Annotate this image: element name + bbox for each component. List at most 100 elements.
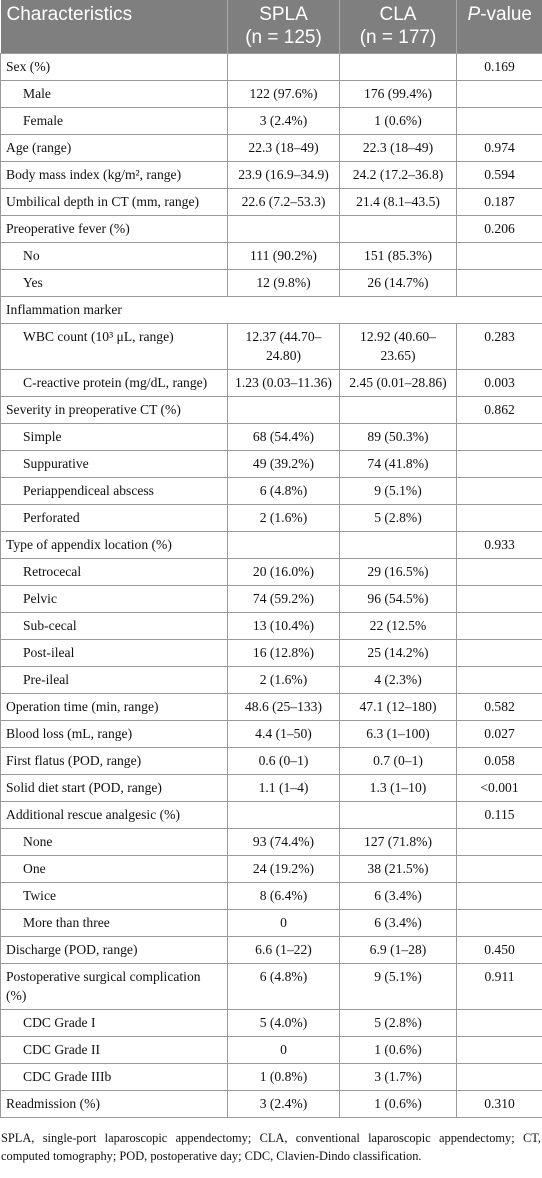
row-label: Periappendiceal abscess	[0, 477, 228, 505]
table-row: Yes 12 (9.8%) 26 (14.7%)	[0, 269, 542, 297]
table-row: Type of appendix location (%) 0.933	[0, 531, 542, 559]
row-label: CDC Grade I	[0, 1009, 228, 1037]
cell-cla: 6 (3.4%)	[339, 909, 457, 937]
cell-cla: 2.45 (0.01–28.86)	[339, 369, 457, 397]
cell-p-value	[456, 855, 542, 883]
cell-p-value: 0.027	[456, 720, 542, 748]
cell-spla	[227, 53, 340, 81]
row-label: Body mass index (kg/m², range)	[0, 161, 228, 189]
cell-cla: 5 (2.8%)	[339, 504, 457, 532]
table-row: Pelvic 74 (59.2%) 96 (54.5%)	[0, 585, 542, 613]
table-row: Post-ileal 16 (12.8%) 25 (14.2%)	[0, 639, 542, 667]
table-header: Characteristics SPLA (n = 125) CLA (n = 17…	[0, 0, 542, 54]
table-row: More than three 0 6 (3.4%)	[0, 909, 542, 937]
row-label: Pre-ileal	[0, 666, 228, 694]
row-label: Umbilical depth in CT (mm, range)	[0, 188, 228, 216]
cell-spla: 6.6 (1–22)	[227, 936, 340, 964]
cell-spla: 49 (39.2%)	[227, 450, 340, 478]
cell-spla: 16 (12.8%)	[227, 639, 340, 667]
cell-spla: 3 (2.4%)	[227, 107, 340, 135]
row-label: C-reactive protein (mg/dL, range)	[0, 369, 228, 397]
cell-p-value	[456, 1009, 542, 1037]
row-label: WBC count (10³ μL, range)	[0, 323, 228, 370]
table-row: Female 3 (2.4%) 1 (0.6%)	[0, 107, 542, 135]
row-label: Post-ileal	[0, 639, 228, 667]
cell-p-value: 0.450	[456, 936, 542, 964]
cell-cla	[339, 801, 457, 829]
table-row: CDC Grade IIIb 1 (0.8%) 3 (1.7%)	[0, 1063, 542, 1091]
table-row: Solid diet start (POD, range) 1.1 (1–4) 1.…	[0, 774, 542, 802]
cell-p-value	[456, 666, 542, 694]
row-label: Sex (%)	[0, 53, 228, 81]
cell-spla: 2 (1.6%)	[227, 504, 340, 532]
cell-p-value: 0.003	[456, 369, 542, 397]
cell-cla: 22 (12.5%	[339, 612, 457, 640]
header-p-value: P-value	[456, 0, 542, 54]
row-label: Female	[0, 107, 228, 135]
row-label: One	[0, 855, 228, 883]
cell-p-value	[456, 242, 542, 270]
table-row: Male 122 (97.6%) 176 (99.4%)	[0, 80, 542, 108]
cell-cla: 6.9 (1–28)	[339, 936, 457, 964]
row-label: Additional rescue analgesic (%)	[0, 801, 228, 829]
cell-p-value	[456, 558, 542, 586]
cell-spla: 0	[227, 909, 340, 937]
cell-cla: 74 (41.8%)	[339, 450, 457, 478]
cell-spla: 24 (19.2%)	[227, 855, 340, 883]
table-row: Suppurative 49 (39.2%) 74 (41.8%)	[0, 450, 542, 478]
cell-spla: 68 (54.4%)	[227, 423, 340, 451]
cell-spla: 22.3 (18–49)	[227, 134, 340, 162]
characteristics-table: Characteristics SPLA (n = 125) CLA (n = 17…	[0, 0, 542, 1118]
cell-cla: 1 (0.6%)	[339, 107, 457, 135]
cell-spla: 1.1 (1–4)	[227, 774, 340, 802]
cell-cla: 21.4 (8.1–43.5)	[339, 188, 457, 216]
cell-p-value	[456, 423, 542, 451]
table-row: Blood loss (mL, range) 4.4 (1–50) 6.3 (1–1…	[0, 720, 542, 748]
row-label: Operation time (min, range)	[0, 693, 228, 721]
cell-spla: 0.6 (0–1)	[227, 747, 340, 775]
cell-p-value	[456, 828, 542, 856]
header-characteristics: Characteristics	[0, 0, 228, 54]
cell-spla: 2 (1.6%)	[227, 666, 340, 694]
cell-spla: 74 (59.2%)	[227, 585, 340, 613]
cell-p-value	[456, 909, 542, 937]
cell-p-value: 0.974	[456, 134, 542, 162]
row-label: Readmission (%)	[0, 1090, 228, 1118]
cell-cla: 47.1 (12–180)	[339, 693, 457, 721]
row-label: More than three	[0, 909, 228, 937]
cell-spla: 93 (74.4%)	[227, 828, 340, 856]
cell-cla: 89 (50.3%)	[339, 423, 457, 451]
cell-spla	[227, 801, 340, 829]
cell-p-value	[456, 450, 542, 478]
cell-p-value	[456, 1036, 542, 1064]
cell-cla: 176 (99.4%)	[339, 80, 457, 108]
cell-p-value	[456, 612, 542, 640]
table-row: Umbilical depth in CT (mm, range) 22.6 (7…	[0, 188, 542, 216]
cell-spla	[227, 531, 340, 559]
cell-cla	[339, 396, 457, 424]
cell-cla: 4 (2.3%)	[339, 666, 457, 694]
cell-p-value	[456, 107, 542, 135]
header-cla: CLA (n = 177)	[339, 0, 457, 54]
cell-spla	[227, 396, 340, 424]
cell-p-value: 0.582	[456, 693, 542, 721]
row-label: Simple	[0, 423, 228, 451]
row-label: Type of appendix location (%)	[0, 531, 228, 559]
cell-p-value: 0.187	[456, 188, 542, 216]
cell-spla: 12 (9.8%)	[227, 269, 340, 297]
cell-p-value: 0.911	[456, 963, 542, 1010]
cell-spla: 1 (0.8%)	[227, 1063, 340, 1091]
cell-p-value: 0.283	[456, 323, 542, 370]
cell-cla: 12.92 (40.60–23.65)	[339, 323, 457, 370]
cell-cla: 127 (71.8%)	[339, 828, 457, 856]
row-label: Inflammation marker	[0, 296, 542, 324]
row-label: CDC Grade IIIb	[0, 1063, 228, 1091]
cell-spla: 13 (10.4%)	[227, 612, 340, 640]
cell-spla: 12.37 (44.70–24.80)	[227, 323, 340, 370]
table-body: Sex (%) 0.169 Male 122 (97.6%) 176 (99.4%) Fe…	[0, 53, 542, 1118]
cell-cla: 9 (5.1%)	[339, 963, 457, 1010]
table-footnote: SPLA, single-port laparoscopic appendect…	[1, 1131, 541, 1163]
row-label: No	[0, 242, 228, 270]
table-row: Operation time (min, range) 48.6 (25–133)…	[0, 693, 542, 721]
